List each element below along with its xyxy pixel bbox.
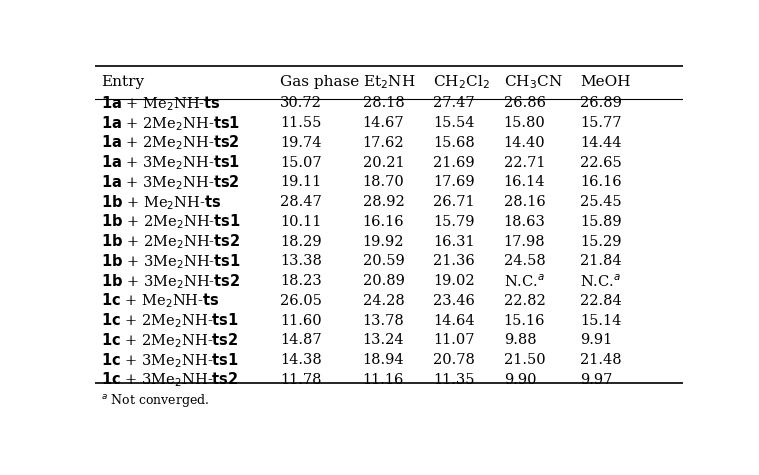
Text: $\mathbf{1b}$ + 3Me$_2$NH-$\mathbf{ts1}$: $\mathbf{1b}$ + 3Me$_2$NH-$\mathbf{ts1}$	[101, 252, 241, 271]
Text: 15.80: 15.80	[504, 116, 546, 130]
Text: $\mathbf{1a}$ + 3Me$_2$NH-$\mathbf{ts1}$: $\mathbf{1a}$ + 3Me$_2$NH-$\mathbf{ts1}$	[101, 153, 240, 172]
Text: 21.69: 21.69	[433, 156, 474, 170]
Text: 27.47: 27.47	[433, 96, 474, 111]
Text: Gas phase: Gas phase	[280, 75, 360, 89]
Text: $\mathbf{1b}$ + Me$_2$NH-$\mathbf{ts}$: $\mathbf{1b}$ + Me$_2$NH-$\mathbf{ts}$	[101, 193, 221, 211]
Text: 28.18: 28.18	[363, 96, 405, 111]
Text: 16.14: 16.14	[504, 175, 545, 190]
Text: 26.05: 26.05	[280, 294, 322, 308]
Text: 15.77: 15.77	[580, 116, 622, 130]
Text: 15.54: 15.54	[433, 116, 474, 130]
Text: 25.45: 25.45	[580, 195, 622, 209]
Text: $^{a}$ Not converged.: $^{a}$ Not converged.	[101, 392, 209, 408]
Text: 17.69: 17.69	[433, 175, 474, 190]
Text: 21.50: 21.50	[504, 353, 545, 367]
Text: 13.24: 13.24	[363, 333, 404, 347]
Text: 21.48: 21.48	[580, 353, 622, 367]
Text: 26.71: 26.71	[433, 195, 474, 209]
Text: 15.16: 15.16	[504, 314, 545, 328]
Text: 22.84: 22.84	[580, 294, 622, 308]
Text: 30.72: 30.72	[280, 96, 322, 111]
Text: 22.65: 22.65	[580, 156, 622, 170]
Text: $\mathbf{1c}$ + 3Me$_2$NH-$\mathbf{ts2}$: $\mathbf{1c}$ + 3Me$_2$NH-$\mathbf{ts2}$	[101, 370, 238, 389]
Text: 14.87: 14.87	[280, 333, 322, 347]
Text: 14.38: 14.38	[280, 353, 322, 367]
Text: 11.35: 11.35	[433, 373, 474, 387]
Text: 24.58: 24.58	[504, 255, 546, 268]
Text: 18.94: 18.94	[363, 353, 404, 367]
Text: 20.59: 20.59	[363, 255, 405, 268]
Text: 15.07: 15.07	[280, 156, 322, 170]
Text: 22.71: 22.71	[504, 156, 545, 170]
Text: 11.60: 11.60	[280, 314, 322, 328]
Text: 9.97: 9.97	[580, 373, 613, 387]
Text: 11.78: 11.78	[280, 373, 322, 387]
Text: N.C.$^{a}$: N.C.$^{a}$	[580, 273, 621, 289]
Text: $\mathbf{1b}$ + 2Me$_2$NH-$\mathbf{ts2}$: $\mathbf{1b}$ + 2Me$_2$NH-$\mathbf{ts2}$	[101, 232, 240, 251]
Text: 22.82: 22.82	[504, 294, 546, 308]
Text: 18.23: 18.23	[280, 274, 322, 288]
Text: 15.14: 15.14	[580, 314, 622, 328]
Text: 26.86: 26.86	[504, 96, 546, 111]
Text: 21.36: 21.36	[433, 255, 475, 268]
Text: $\mathbf{1a}$ + 2Me$_2$NH-$\mathbf{ts2}$: $\mathbf{1a}$ + 2Me$_2$NH-$\mathbf{ts2}$	[101, 133, 240, 152]
Text: 28.16: 28.16	[504, 195, 546, 209]
Text: 11.07: 11.07	[433, 333, 474, 347]
Text: $\mathbf{1a}$ + 2Me$_2$NH-$\mathbf{ts1}$: $\mathbf{1a}$ + 2Me$_2$NH-$\mathbf{ts1}$	[101, 114, 240, 133]
Text: 20.21: 20.21	[363, 156, 404, 170]
Text: 13.78: 13.78	[363, 314, 405, 328]
Text: 19.11: 19.11	[280, 175, 321, 190]
Text: 21.84: 21.84	[580, 255, 622, 268]
Text: $\mathbf{1c}$ + 3Me$_2$NH-$\mathbf{ts1}$: $\mathbf{1c}$ + 3Me$_2$NH-$\mathbf{ts1}$	[101, 351, 238, 370]
Text: $\mathbf{1a}$ + Me$_2$NH-$\mathbf{ts}$: $\mathbf{1a}$ + Me$_2$NH-$\mathbf{ts}$	[101, 94, 221, 113]
Text: 15.29: 15.29	[580, 235, 622, 249]
Text: Et$_2$NH: Et$_2$NH	[363, 73, 415, 91]
Text: 16.16: 16.16	[363, 215, 404, 229]
Text: $\mathbf{1b}$ + 2Me$_2$NH-$\mathbf{ts1}$: $\mathbf{1b}$ + 2Me$_2$NH-$\mathbf{ts1}$	[101, 213, 241, 231]
Text: 14.64: 14.64	[433, 314, 474, 328]
Text: 19.74: 19.74	[280, 136, 322, 150]
Text: 18.70: 18.70	[363, 175, 405, 190]
Text: 10.11: 10.11	[280, 215, 322, 229]
Text: $\mathbf{1c}$ + 2Me$_2$NH-$\mathbf{ts2}$: $\mathbf{1c}$ + 2Me$_2$NH-$\mathbf{ts2}$	[101, 331, 238, 350]
Text: 11.16: 11.16	[363, 373, 404, 387]
Text: 23.46: 23.46	[433, 294, 475, 308]
Text: 15.89: 15.89	[580, 215, 622, 229]
Text: 20.89: 20.89	[363, 274, 405, 288]
Text: 16.16: 16.16	[580, 175, 622, 190]
Text: 9.91: 9.91	[580, 333, 613, 347]
Text: 20.78: 20.78	[433, 353, 475, 367]
Text: $\mathbf{1c}$ + 2Me$_2$NH-$\mathbf{ts1}$: $\mathbf{1c}$ + 2Me$_2$NH-$\mathbf{ts1}$	[101, 311, 238, 330]
Text: 28.92: 28.92	[363, 195, 405, 209]
Text: $\mathbf{1a}$ + 3Me$_2$NH-$\mathbf{ts2}$: $\mathbf{1a}$ + 3Me$_2$NH-$\mathbf{ts2}$	[101, 173, 240, 192]
Text: CH$_3$CN: CH$_3$CN	[504, 73, 562, 91]
Text: 26.89: 26.89	[580, 96, 622, 111]
Text: $\mathbf{1c}$ + Me$_2$NH-$\mathbf{ts}$: $\mathbf{1c}$ + Me$_2$NH-$\mathbf{ts}$	[101, 292, 219, 310]
Text: 11.55: 11.55	[280, 116, 322, 130]
Text: 18.29: 18.29	[280, 235, 322, 249]
Text: 17.62: 17.62	[363, 136, 404, 150]
Text: 14.40: 14.40	[504, 136, 545, 150]
Text: 14.67: 14.67	[363, 116, 404, 130]
Text: 17.98: 17.98	[504, 235, 545, 249]
Text: 9.90: 9.90	[504, 373, 536, 387]
Text: 19.02: 19.02	[433, 274, 474, 288]
Text: 13.38: 13.38	[280, 255, 322, 268]
Text: MeOH: MeOH	[580, 75, 631, 89]
Text: 16.31: 16.31	[433, 235, 474, 249]
Text: $\mathbf{1b}$ + 3Me$_2$NH-$\mathbf{ts2}$: $\mathbf{1b}$ + 3Me$_2$NH-$\mathbf{ts2}$	[101, 272, 240, 291]
Text: 14.44: 14.44	[580, 136, 622, 150]
Text: Entry: Entry	[101, 75, 144, 89]
Text: 28.47: 28.47	[280, 195, 322, 209]
Text: 9.88: 9.88	[504, 333, 537, 347]
Text: CH$_2$Cl$_2$: CH$_2$Cl$_2$	[433, 73, 490, 91]
Text: 19.92: 19.92	[363, 235, 404, 249]
Text: 24.28: 24.28	[363, 294, 405, 308]
Text: 15.68: 15.68	[433, 136, 475, 150]
Text: 18.63: 18.63	[504, 215, 546, 229]
Text: 15.79: 15.79	[433, 215, 474, 229]
Text: N.C.$^{a}$: N.C.$^{a}$	[504, 273, 545, 289]
